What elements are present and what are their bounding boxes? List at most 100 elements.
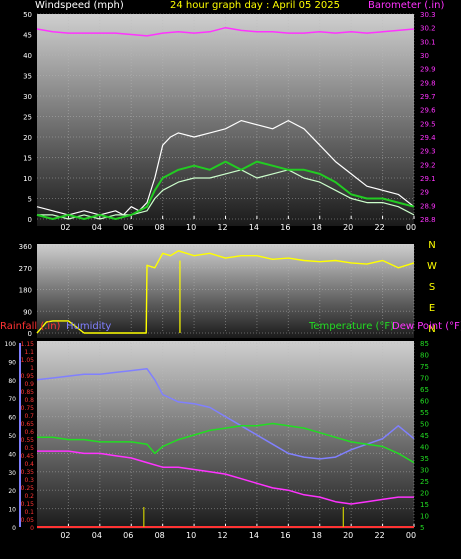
x-tick-label: 04: [92, 223, 102, 232]
rain-y-tick-label: 0.1: [24, 509, 34, 516]
humidity-y-tick-label: 10: [8, 507, 16, 514]
compass-label: W: [427, 261, 437, 272]
compass-label: N: [428, 240, 435, 251]
wind-y-tick-label: 35: [23, 73, 32, 81]
direction-plot-area: [37, 244, 414, 338]
wind-avg-line: [37, 169, 415, 220]
rain-y-tick-label: 0.6: [24, 429, 34, 436]
rain-y-tick-label: 0.05: [21, 517, 35, 524]
rain-y-tick-label: 0.8: [24, 397, 34, 404]
humidity-y-tick-label: 70: [8, 396, 16, 403]
baro-y-tick-label: 29.1: [420, 175, 436, 183]
rain-y-tick-label: 1.1: [24, 349, 34, 356]
wind-y-tick-label: 40: [23, 52, 32, 60]
humidity-y-tick-label: 40: [8, 451, 16, 458]
x-tick-label: 16: [280, 223, 290, 232]
humidity-y-tick-label: 0: [12, 525, 16, 532]
windspeed-label: Windspeed (mph): [35, 0, 124, 11]
temp-plot-area: [37, 341, 414, 529]
direction-y-tick-label: 90: [23, 308, 32, 316]
temp-y-tick-label: 80: [420, 352, 429, 360]
x-tick-label: 06: [123, 223, 133, 232]
temp-y-tick-label: 45: [420, 432, 429, 440]
baro-y-tick-label: 29.4: [420, 134, 436, 142]
x-tick-label: 12: [217, 223, 227, 232]
direction-y-tick-label: 270: [19, 265, 32, 273]
wind-y-tick-label: 50: [23, 11, 32, 19]
dewpoint-line: [37, 450, 414, 505]
temperature-label: Temperature (°F): [309, 321, 395, 332]
x-tick-label: 20: [343, 531, 353, 540]
compass-label: E: [429, 303, 435, 314]
humidity-y-tick-label: 100: [5, 341, 17, 348]
baro-y-tick-label: 30.1: [420, 38, 436, 46]
dewpoint-label: Dew Point (°F): [392, 321, 461, 332]
humidity-line: [36, 368, 415, 460]
x-tick-label: 16: [280, 531, 290, 540]
baro-y-tick-label: 29.2: [420, 161, 436, 169]
temp-y-tick-label: 30: [420, 467, 429, 475]
rain-y-tick-label: 0.95: [21, 373, 35, 380]
wind-y-tick-label: 0: [28, 216, 32, 224]
rain-y-tick-label: 0.7: [24, 413, 34, 420]
humidity-y-tick-label: 20: [8, 488, 16, 495]
wind-y-tick-label: 25: [23, 114, 32, 122]
rainfall-label: Rainfall (.in): [0, 321, 61, 332]
direction-y-tick-label: 360: [19, 243, 32, 251]
baro-y-tick-label: 30.2: [420, 25, 436, 33]
wind-y-tick-label: 20: [23, 134, 32, 142]
humidity-y-tick-label: 80: [8, 378, 16, 385]
humidity-label: Humidity: [66, 321, 112, 332]
rain-y-tick-label: 1.05: [21, 357, 35, 364]
rain-y-tick-label: 0.3: [24, 477, 34, 484]
x-tick-label: 18: [312, 223, 322, 232]
humidity-y-tick-label: 90: [8, 359, 16, 366]
direction-y-tick-label: 0: [28, 330, 32, 338]
temp-y-tick-label: 40: [420, 444, 429, 452]
baro-y-tick-label: 28.9: [420, 202, 436, 210]
x-tick-label: 00: [406, 531, 416, 540]
wind-y-tick-label: 45: [23, 32, 32, 40]
rain-y-tick-label: 0.65: [21, 421, 35, 428]
barometer-label: Barometer (.in): [368, 0, 445, 11]
rain-y-tick-label: 0.2: [24, 493, 34, 500]
direction-y-tick-label: 180: [19, 287, 32, 295]
baro-y-tick-label: 29.8: [420, 79, 436, 87]
temp-y-tick-label: 15: [420, 501, 429, 509]
baro-y-tick-label: 29.7: [420, 93, 436, 101]
temp-y-tick-label: 55: [420, 409, 429, 417]
x-tick-label: 08: [155, 531, 165, 540]
baro-y-tick-label: 29.3: [420, 148, 436, 156]
rain-y-tick-label: 0.15: [21, 501, 35, 508]
rain-y-tick-label: 0.45: [21, 453, 35, 460]
temp-y-tick-label: 60: [420, 398, 429, 406]
wind-y-tick-label: 5: [28, 196, 32, 204]
barometer-line: [36, 26, 415, 37]
rain-y-tick-label: 1: [30, 365, 34, 372]
humidity-y-tick-label: 50: [8, 433, 16, 440]
rain-y-tick-label: 0.35: [21, 469, 35, 476]
graph-title: 24 hour graph day : April 05 2025: [170, 0, 340, 11]
wind-gust-line: [36, 119, 415, 216]
x-tick-label: 18: [312, 531, 322, 540]
x-tick-label: 02: [60, 223, 70, 232]
rain-y-tick-label: 0.25: [21, 485, 35, 492]
temperature-line: [37, 422, 415, 464]
compass-label: N: [428, 324, 435, 335]
rain-y-tick-label: 0.85: [21, 389, 35, 396]
temp-y-tick-label: 75: [420, 363, 429, 371]
temp-y-tick-label: 50: [420, 421, 429, 429]
wind-direction-line: [36, 250, 415, 334]
wind-y-tick-label: 30: [23, 93, 32, 101]
x-tick-label: 10: [186, 531, 196, 540]
humidity-y-tick-label: 30: [8, 470, 16, 477]
rain-y-tick-label: 0.9: [24, 381, 34, 388]
rain-y-tick-label: 0.55: [21, 437, 35, 444]
rain-y-tick-label: 0.75: [21, 405, 35, 412]
rain-y-tick-label: 0.4: [24, 461, 34, 468]
x-tick-label: 04: [92, 531, 102, 540]
x-tick-label: 22: [374, 531, 384, 540]
baro-y-tick-label: 30.3: [420, 11, 436, 19]
